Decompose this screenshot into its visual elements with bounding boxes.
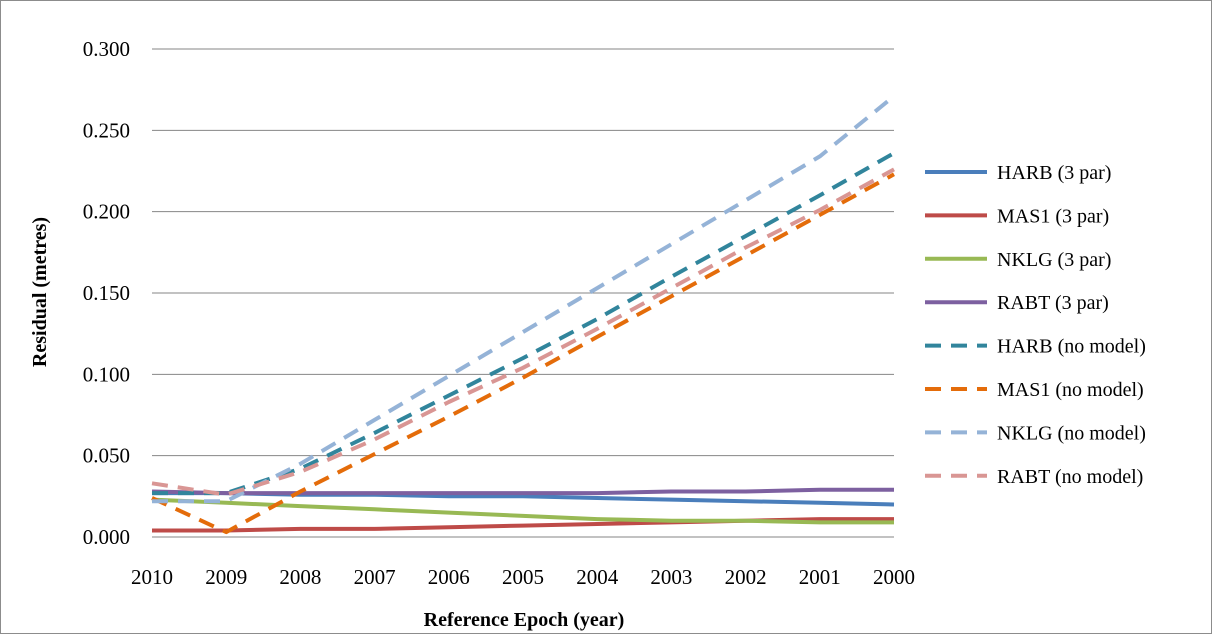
- x-tick-label: 2002: [725, 565, 767, 589]
- series-line-4: [151, 487, 894, 496]
- legend-label: NKLG (3 par): [997, 249, 1111, 271]
- x-axis-title: Reference Epoch (year): [424, 609, 625, 631]
- legend-label: RABT (3 par): [997, 292, 1109, 314]
- y-tick-label: 0.250: [83, 118, 130, 142]
- series-line-6: [151, 172, 895, 535]
- legend-label: MAS1 (3 par): [997, 205, 1109, 227]
- x-tick-label: 2008: [279, 565, 321, 589]
- legend: HARB (3 par) MAS1 (3 par) NKLG (3 par) RABT…: [925, 162, 1146, 488]
- x-tick-label: 2004: [576, 565, 619, 589]
- y-tick-label: 0.000: [83, 525, 130, 549]
- y-axis-tick-labels: 0.000 0.050 0.100 0.150 0.200 0.250 0.300: [83, 37, 130, 549]
- series-layer: [151, 94, 896, 535]
- x-tick-label: 2009: [205, 565, 247, 589]
- x-tick-label: 2010: [131, 565, 173, 589]
- y-tick-label: 0.150: [83, 281, 130, 305]
- y-axis-title: Residual (metres): [29, 217, 51, 367]
- legend-label: NKLG (no model): [997, 422, 1146, 444]
- y-tick-label: 0.200: [83, 200, 130, 224]
- legend-label: MAS1 (no model): [997, 379, 1144, 401]
- series-line-8: [151, 167, 895, 497]
- x-tick-label: 2003: [650, 565, 692, 589]
- series-line-5: [152, 151, 895, 496]
- legend-label: HARB (no model): [997, 336, 1146, 358]
- legend-label: HARB (3 par): [997, 162, 1111, 184]
- x-tick-label: 2005: [502, 565, 544, 589]
- y-tick-label: 0.050: [83, 444, 130, 468]
- x-tick-label: 2001: [799, 565, 841, 589]
- x-tick-label: 2006: [428, 565, 470, 589]
- x-axis-tick-labels: 2010 2009 2008 2007 2006 2005 2004 2003 2002 2001…: [131, 565, 915, 589]
- legend-label: RABT (no model): [997, 466, 1143, 488]
- x-tick-label: 2000: [873, 565, 915, 589]
- y-tick-label: 0.100: [83, 362, 130, 386]
- x-tick-label: 2007: [354, 565, 396, 589]
- gridlines: [152, 48, 894, 538]
- series-line-7: [152, 94, 896, 504]
- y-tick-label: 0.300: [83, 37, 130, 61]
